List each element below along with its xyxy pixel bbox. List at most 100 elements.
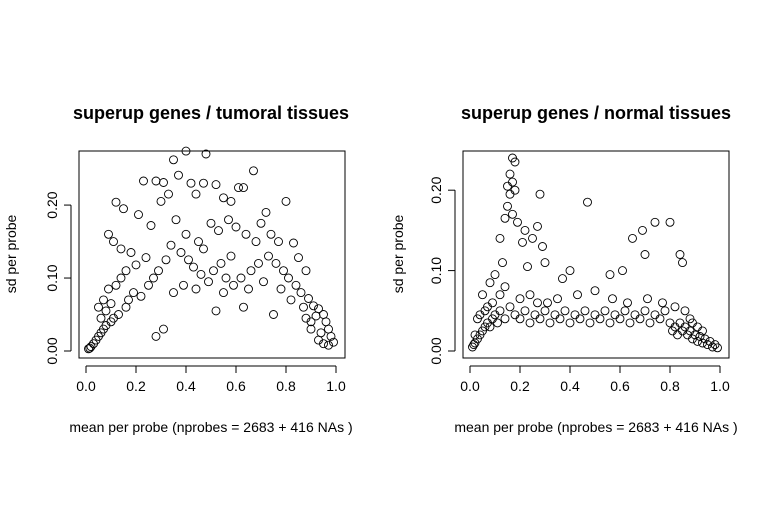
data-point <box>194 237 203 247</box>
data-point <box>505 189 515 199</box>
data-point <box>271 258 281 268</box>
data-point <box>545 318 555 328</box>
data-point <box>256 218 266 228</box>
data-point <box>675 250 685 259</box>
data-point <box>281 196 291 206</box>
data-point <box>573 290 582 300</box>
data-point <box>119 204 128 214</box>
data-point <box>520 225 530 235</box>
y-tick-label: 0.00 <box>44 337 60 364</box>
x-tick-label: 0.0 <box>76 378 96 394</box>
data-point <box>645 318 655 328</box>
data-point <box>670 302 680 312</box>
data-point <box>126 248 136 257</box>
data-point <box>264 251 273 261</box>
data-point <box>191 189 201 199</box>
data-point <box>580 306 590 316</box>
data-point <box>553 294 562 304</box>
data-point <box>106 299 116 309</box>
data-point <box>643 294 652 304</box>
data-point <box>485 322 495 332</box>
data-point <box>324 340 333 350</box>
data-point <box>655 314 665 324</box>
data-point <box>628 233 637 243</box>
y-tick-label: 0.00 <box>428 337 444 364</box>
data-point <box>630 310 640 320</box>
data-point <box>169 155 178 165</box>
data-point <box>500 314 510 324</box>
data-point <box>650 310 660 320</box>
y-tick-label: 0.20 <box>44 191 60 218</box>
x-tick-label: 0.2 <box>510 378 530 394</box>
data-point <box>151 331 161 341</box>
data-point <box>144 280 153 290</box>
data-point <box>535 189 545 199</box>
data-point <box>638 225 647 235</box>
x-tick-label: 0.8 <box>660 378 680 394</box>
data-point <box>475 310 485 320</box>
data-point <box>121 266 131 276</box>
data-point <box>520 306 530 316</box>
data-point <box>533 298 542 308</box>
data-point <box>309 301 318 311</box>
x-tick-label: 1.0 <box>710 378 730 394</box>
data-point <box>189 262 198 272</box>
points-tumoral <box>84 146 338 354</box>
data-point <box>540 258 550 268</box>
data-point <box>510 310 520 320</box>
data-point <box>104 229 113 239</box>
data-point <box>490 270 500 280</box>
data-point <box>154 266 163 276</box>
data-point <box>565 266 575 276</box>
x-axis-tumoral: 0.0 0.2 0.4 0.6 0.8 1.0 <box>76 365 346 394</box>
data-point <box>640 250 650 259</box>
panel-normal: superup genes / normal tissues 0.0 0.2 0.4… <box>390 103 738 435</box>
data-point <box>85 343 95 353</box>
data-point <box>495 290 505 300</box>
data-point <box>214 226 223 236</box>
data-point <box>149 273 158 283</box>
data-point <box>101 306 111 316</box>
x-tick-label: 1.0 <box>326 378 346 394</box>
data-point <box>625 318 635 328</box>
data-point <box>708 342 717 352</box>
data-point <box>244 284 253 294</box>
data-point <box>324 324 333 334</box>
data-point <box>299 302 308 312</box>
data-point <box>186 178 196 188</box>
data-point <box>239 183 248 193</box>
data-point <box>251 237 261 247</box>
panel-tumoral: superup genes / tumoral tissues 0.0 0.2 0.… <box>3 103 353 435</box>
x-axis-label-tumoral: mean per probe (nprobes = 2683 + 416 NAs… <box>69 419 352 435</box>
y-axis-tumoral: 0.00 0.10 0.20 <box>44 191 72 365</box>
data-point <box>500 213 510 223</box>
data-point <box>216 258 226 268</box>
data-point <box>131 260 141 270</box>
y-axis-label-tumoral: sd per probe <box>3 214 19 293</box>
data-point <box>523 262 532 272</box>
data-point <box>129 288 138 298</box>
data-point <box>171 215 181 225</box>
data-point <box>111 280 121 290</box>
data-point <box>693 336 702 346</box>
data-point <box>301 266 311 276</box>
data-point <box>510 157 520 167</box>
plot-frame-tumoral <box>78 150 346 359</box>
data-point <box>191 284 201 294</box>
data-point <box>665 217 675 227</box>
data-point <box>164 189 173 199</box>
data-point <box>703 340 712 350</box>
x-tick-label: 0.2 <box>126 378 146 394</box>
data-point <box>550 310 560 320</box>
data-point <box>184 255 193 265</box>
data-point <box>221 273 231 283</box>
data-point <box>610 310 620 320</box>
data-point <box>96 313 106 323</box>
data-point <box>535 314 545 324</box>
data-point <box>543 298 552 308</box>
data-point <box>84 344 93 354</box>
data-point <box>141 253 151 263</box>
data-point <box>269 310 278 319</box>
data-point <box>665 318 675 328</box>
